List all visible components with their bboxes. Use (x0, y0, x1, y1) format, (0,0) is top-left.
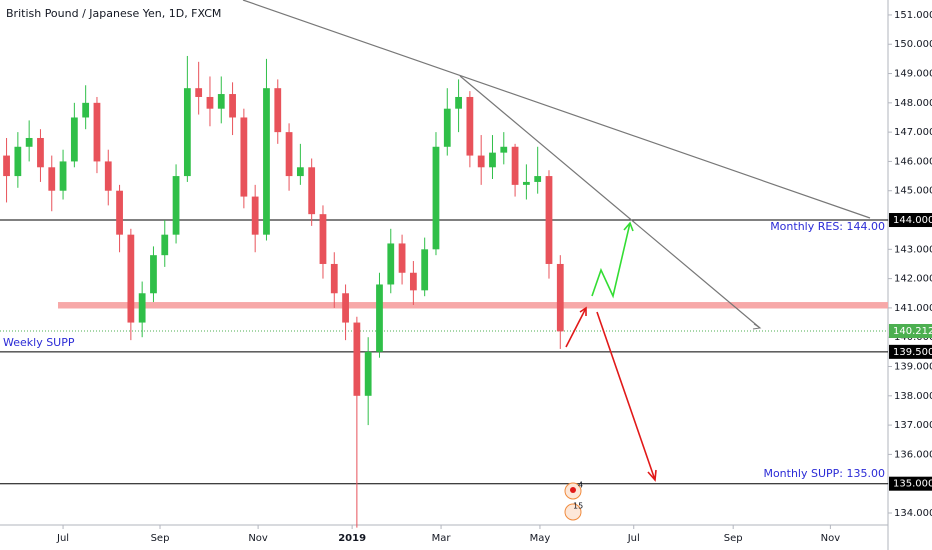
candle-body (48, 167, 56, 191)
y-tick-label: 151.000 (894, 10, 932, 21)
bear-arrow (565, 306, 657, 482)
trend-line (242, 0, 871, 219)
x-tick-label: May (530, 533, 551, 544)
event-icons: 4 15 (564, 481, 583, 521)
candle-body (138, 293, 146, 323)
x-tick-label: Jul (56, 533, 69, 544)
y-tick-label: 149.000 (894, 69, 932, 80)
candle-body (285, 132, 293, 177)
y-tick-label: 134.000 (894, 508, 932, 519)
candle-body (93, 102, 101, 162)
candle-body (14, 146, 22, 177)
event-label: 4 (578, 481, 583, 490)
y-tick-label: 137.000 (894, 420, 932, 431)
candle-body (37, 137, 44, 168)
candle-body (3, 155, 10, 177)
event-label: 15 (573, 502, 583, 511)
plot (0, 55, 888, 528)
trend-line (459, 75, 761, 329)
candle-body (522, 181, 530, 185)
y-tick-label: 146.000 (894, 156, 932, 167)
x-tick-label: Sep (151, 533, 170, 544)
price-badge (889, 213, 932, 228)
candle-body (432, 146, 440, 250)
candle-body (104, 161, 112, 191)
y-tick-label: 147.000 (894, 127, 932, 138)
chart-title: British Pound / Japanese Yen, 1D, FXCM (6, 7, 221, 20)
candle-body (477, 155, 485, 168)
candle-body (59, 161, 67, 191)
price-badge (889, 476, 932, 491)
x-tick-label: Mar (432, 533, 452, 544)
resistance-zone (58, 302, 888, 309)
candle-body (116, 190, 123, 235)
y-tick-label: 145.000 (894, 186, 932, 197)
candle-body (308, 167, 316, 215)
annotation: Weekly SUPP (3, 336, 75, 349)
candle-body (217, 94, 225, 109)
x-tick-label: 2019 (338, 533, 366, 544)
y-tick-label: 150.000 (894, 39, 932, 50)
x-tick-label: Jul (627, 533, 640, 544)
price-badge-label: 139.500 (893, 347, 932, 358)
candle-body (172, 176, 180, 235)
candle-body (409, 272, 417, 291)
candle-body (387, 243, 395, 285)
candle-body (556, 263, 564, 332)
price-axis-panel (888, 0, 932, 550)
candle-body (376, 284, 383, 352)
candle-body (466, 96, 474, 156)
x-tick-label: Nov (821, 533, 841, 544)
bull-arrow (591, 221, 634, 299)
candle-body (296, 167, 304, 177)
candle-body (443, 108, 451, 147)
y-tick-label: 143.000 (894, 244, 932, 255)
candle-body (534, 176, 542, 182)
candle-body (150, 255, 157, 294)
last-price-label: 140.212 (893, 326, 932, 337)
y-tick-label: 141.000 (894, 303, 932, 314)
candle-body (229, 94, 236, 118)
x-tick-label: Sep (724, 533, 743, 544)
candle-body (342, 293, 349, 323)
annotation: Monthly RES: 144.00 (770, 220, 885, 233)
annotation: Monthly SUPP: 135.00 (763, 467, 885, 480)
candle-body (127, 234, 135, 323)
candle-body (500, 146, 508, 153)
price-badge-label: 135.000 (893, 479, 932, 490)
candle-body (274, 88, 282, 133)
candle-body (330, 263, 338, 294)
price-badge (889, 344, 932, 359)
candle-body (161, 234, 169, 256)
candle-body (25, 137, 33, 147)
candle-body (455, 96, 462, 109)
y-tick-label: 139.000 (894, 362, 932, 373)
y-tick-label: 148.000 (894, 98, 932, 109)
candle-body (82, 102, 90, 118)
candle-body (251, 196, 259, 235)
candle-body (545, 176, 553, 264)
candle-body (364, 351, 372, 396)
y-tick-label: 142.000 (894, 274, 932, 285)
price-badge-label: 144.000 (893, 215, 932, 226)
y-tick-label: 138.000 (894, 391, 932, 402)
candle-body (206, 96, 214, 109)
y-tick-label: 136.000 (894, 449, 932, 460)
candle-body (319, 214, 327, 264)
candle-body (240, 117, 248, 197)
candle-body (195, 88, 203, 97)
candle-body (70, 117, 78, 162)
arrow-head (752, 323, 762, 330)
candle-body (353, 322, 361, 396)
candle-body (421, 249, 429, 291)
candle-body (511, 146, 519, 185)
candle-body (263, 88, 270, 235)
candle-body (489, 152, 496, 168)
x-tick-label: Nov (248, 533, 268, 544)
candle-body (183, 88, 191, 177)
candle-body (398, 243, 406, 273)
last-price-badge (889, 323, 932, 338)
